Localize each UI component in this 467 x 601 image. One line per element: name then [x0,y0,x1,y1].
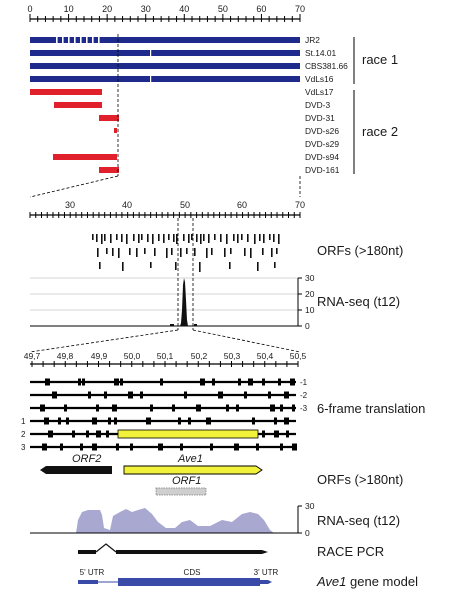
ave1-label: Ave1 [177,453,203,465]
gene-model-label: Ave1 gene model [316,574,418,589]
rnaseq-panel3 [30,505,302,534]
strain-label: DVD-31 [305,113,335,123]
rnaseq-peak [180,278,188,326]
tick-label: 30 40 50 60 70 [65,200,305,210]
race2-bars [30,89,119,173]
tick-label: 0 10 20 30 40 50 60 70 [27,4,305,14]
tick-label-50: 50 [218,4,228,14]
orfs-label-3: ORFs (>180nt) [317,472,403,487]
rna-tick-20: 20 [305,289,315,299]
orf1-label: ORF1 [172,475,201,487]
bar-dvd31 [99,115,119,121]
bar-dvd3 [54,102,102,108]
tick-label: 50,4 [257,351,274,361]
rnaseq-label-3: RNA-seq (t12) [317,513,400,528]
bar-vdls17 [30,89,102,95]
ave1-frame-highlight [117,429,259,439]
six-frame-label: 6-frame translation [317,401,425,416]
zoom-lines-2 [29,218,301,353]
tick-label: 49,9 [91,351,108,361]
frame-label: -1 [300,378,308,387]
frame-label: -3 [300,404,308,413]
jr2-gaps [56,37,152,82]
tick-label-40: 40 [122,200,132,210]
strain-label: DVD-s94 [305,152,339,162]
six-frame-translation [30,378,297,451]
tick-label-20: 20 [102,4,112,14]
strain-label: DVD-s29 [305,139,339,149]
tick-label: 49,7 49,8 49,9 50,0 50,1 50,2 50,3 50,4 … [24,351,307,361]
orf2-label: ORF2 [72,453,101,465]
frame-label: 1 [21,417,26,426]
strain-label: JR2 [305,35,320,45]
orf2-arrow [46,466,112,474]
orf1-box [155,487,207,496]
ave1-arrow [123,465,263,475]
gene-model [78,578,272,586]
race-pcr-label: RACE PCR [317,544,384,559]
tick-label: 50,3 [224,351,241,361]
race2-label: race 2 [362,124,398,139]
gene-model-suffix: gene model [346,574,418,589]
tick-label: 49,7 [24,351,41,361]
rna-tick-10: 10 [305,305,315,315]
bar-jr2 [30,37,300,43]
tick-label-70: 70 [295,4,305,14]
rnaseq-label-2: RNA-seq (t12) [317,294,400,309]
panel2-axis [29,212,301,218]
strain-label: CBS381.66 [305,61,348,71]
bar-dvd161 [99,167,119,173]
cds-label: CDS [184,568,201,577]
strain-label: VdLs17 [305,87,334,97]
tick-label-60: 60 [256,4,266,14]
strain-label: St.14.01 [305,48,337,58]
gene-model-name: Ave1 [316,574,346,589]
bar-dvds26 [114,128,117,133]
race1-bars [30,37,300,82]
tick-label-10: 10 [64,4,74,14]
frame-label: 3 [21,443,26,452]
race-pcr [78,543,268,554]
tick-label-30: 30 [65,200,75,210]
strain-label: VdLs16 [305,74,334,84]
rna-tick-0: 0 [305,321,310,331]
frame-labels: -1 -2 -3 1 2 3 [21,378,308,452]
rna-tick-30: 30 [305,273,315,283]
orf-marks [92,234,280,272]
rna3-tick-30: 30 [305,501,315,511]
orf2-arrow-head [40,466,46,474]
frame-label: -2 [300,391,308,400]
bar-st1401 [30,50,300,56]
bar-vdls16 [30,76,300,82]
tick-label-0: 0 [27,4,32,14]
bar-dvds94 [53,154,117,160]
tick-label-40: 40 [179,4,189,14]
tick-label-30: 30 [141,4,151,14]
panel1-axis [29,14,301,22]
bar-cbs38166 [30,63,300,69]
tick-label: 49,8 [57,351,74,361]
tick-label: 50,5 [290,351,307,361]
orfs-label-2: ORFs (>180nt) [317,243,403,258]
utr5-label: 5' UTR [80,568,105,577]
tick-label: 50,2 [191,351,208,361]
tick-label-60: 60 [237,200,247,210]
tick-label-70: 70 [295,200,305,210]
rnaseq-coverage [76,508,274,533]
zoom-lines-1 [29,34,301,198]
rna3-tick-0: 0 [305,528,310,538]
rnaseq-panel2 [30,277,302,327]
utr3-label: 3' UTR [254,568,279,577]
race1-label: race 1 [362,52,398,67]
frame-label: 2 [21,430,26,439]
tick-label: 50,1 [157,351,174,361]
panel3-axis [30,361,299,367]
strain-label: DVD-161 [305,165,340,175]
tick-label-50: 50 [180,200,190,210]
strain-label: DVD-s26 [305,126,339,136]
strain-labels: JR2 St.14.01 CBS381.66 VdLs16 VdLs17 DVD… [305,35,348,175]
strain-label: DVD-3 [305,100,330,110]
tick-label: 50,0 [124,351,141,361]
